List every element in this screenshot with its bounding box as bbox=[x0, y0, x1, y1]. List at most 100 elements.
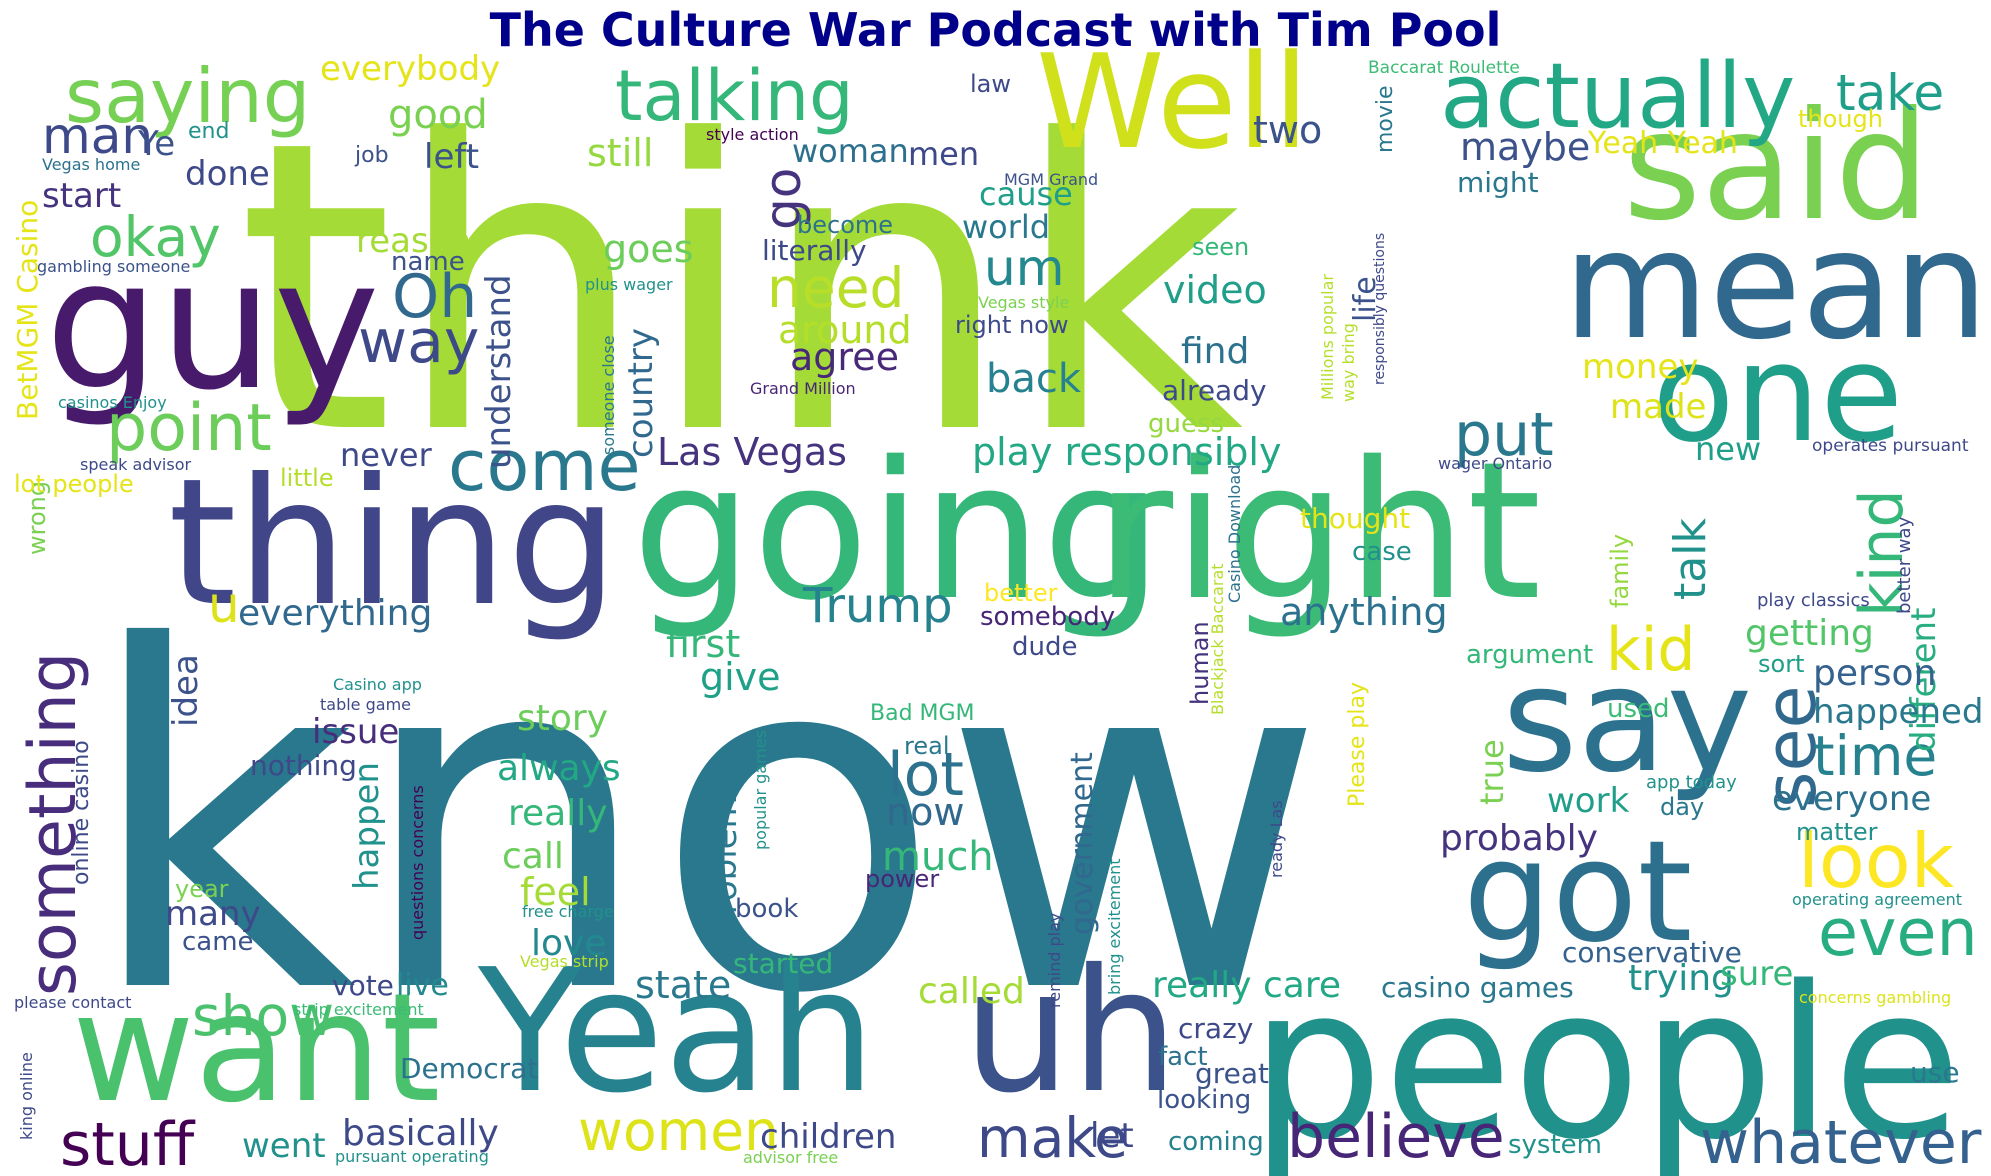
word-government: government bbox=[1065, 752, 1100, 935]
word-know: know bbox=[84, 549, 1326, 1096]
word-betmgm-casino: BetMGM Casino bbox=[11, 200, 44, 420]
word-way-bring: way bring bbox=[1339, 323, 1358, 402]
word-person: person bbox=[1813, 653, 1936, 694]
word-seen: seen bbox=[1192, 233, 1249, 261]
word-new: new bbox=[1695, 430, 1761, 468]
word-year: year bbox=[175, 875, 229, 903]
word-let: let bbox=[1090, 1116, 1134, 1156]
word-start: start bbox=[42, 176, 121, 216]
word-responsibly-questions: responsibly questions bbox=[1372, 233, 1388, 385]
word-u: u bbox=[208, 576, 240, 634]
word-human: human bbox=[1186, 621, 1214, 705]
word-end: end bbox=[188, 119, 229, 144]
word-literally: literally bbox=[762, 234, 867, 267]
word-live: live bbox=[396, 968, 449, 1003]
word-happen: happen bbox=[347, 762, 387, 890]
word-want: want bbox=[72, 962, 440, 1136]
word-yeah: Yeah bbox=[477, 933, 876, 1131]
word-probably: probably bbox=[1440, 818, 1598, 859]
word-vegas-strip: Vegas strip bbox=[520, 952, 609, 971]
word-went: went bbox=[242, 1126, 326, 1166]
word-stuff: stuff bbox=[60, 1110, 196, 1176]
word-mgm-grand: MGM Grand bbox=[1004, 170, 1098, 189]
word-world: world bbox=[962, 208, 1050, 246]
word-called: called bbox=[918, 971, 1025, 1012]
word-right: right bbox=[1095, 421, 1541, 642]
word-nothing: nothing bbox=[250, 749, 357, 782]
word-reason: reason bbox=[356, 221, 471, 261]
word-guy: guy bbox=[45, 221, 380, 430]
word-blackjack-baccarat: Blackjack Baccarat bbox=[1208, 563, 1227, 715]
word-talking: talking bbox=[615, 55, 854, 137]
word-millions-popular: Millions popular bbox=[1318, 274, 1337, 400]
word-much: much bbox=[882, 834, 994, 880]
word-bring-excitement: bring excitement bbox=[1105, 858, 1124, 995]
word-see: see bbox=[1750, 685, 1832, 808]
word-everyone: everyone bbox=[1772, 779, 1931, 819]
word-whatever: whatever bbox=[1700, 1108, 1982, 1176]
word-concerns-gambling: concerns gambling bbox=[1799, 988, 1951, 1007]
word-play-classics: play classics bbox=[1757, 590, 1870, 611]
word-children: children bbox=[760, 1117, 896, 1157]
word-always: always bbox=[497, 748, 621, 789]
word-believe: believe bbox=[1287, 1102, 1505, 1172]
word-um: um bbox=[984, 239, 1064, 297]
word-thing: thing bbox=[168, 442, 618, 645]
word-left: left bbox=[424, 137, 479, 177]
word-goes: goes bbox=[603, 227, 694, 271]
word-give: give bbox=[700, 655, 781, 699]
word-maybe: maybe bbox=[1460, 125, 1590, 169]
word-baccarat-roulette: Baccarat Roulette bbox=[1368, 58, 1520, 78]
word-trump: Trump bbox=[802, 578, 953, 634]
word-advisor-free: advisor free bbox=[743, 1148, 838, 1167]
word-free-charge: free charge bbox=[522, 902, 614, 921]
word-family: family bbox=[1606, 534, 1634, 608]
word-name: name bbox=[391, 247, 465, 277]
word-thought: thought bbox=[1300, 502, 1410, 535]
word-life: life bbox=[1348, 276, 1383, 322]
word-work: work bbox=[1547, 781, 1630, 821]
word-book: book bbox=[735, 894, 798, 924]
word-never: never bbox=[340, 436, 433, 474]
word-conservative: conservative bbox=[1562, 936, 1742, 969]
word-started: started bbox=[733, 947, 833, 980]
word-people: people bbox=[1250, 941, 1962, 1176]
word-good: good bbox=[388, 92, 488, 138]
word-use: use bbox=[1910, 1056, 1960, 1089]
word-grand-million: Grand Million bbox=[750, 379, 856, 398]
word-well: Well bbox=[1036, 26, 1309, 178]
word-kid: kid bbox=[1606, 615, 1696, 685]
word-two: two bbox=[1253, 108, 1322, 152]
word-vote: vote bbox=[332, 969, 394, 1002]
word-happened: happened bbox=[1813, 692, 1984, 732]
word-said: said bbox=[1623, 80, 1930, 254]
word-strip-excitement: strip excitement bbox=[293, 1000, 424, 1019]
word-everybody: everybody bbox=[320, 49, 500, 89]
word-become: become bbox=[797, 211, 893, 239]
word-argument: argument bbox=[1466, 640, 1593, 670]
word-around: around bbox=[778, 308, 912, 352]
word-day: day bbox=[1660, 793, 1704, 821]
word-sort: sort bbox=[1758, 650, 1804, 678]
page-title: The Culture War Podcast with Tim Pool bbox=[489, 3, 1502, 57]
word-call: call bbox=[502, 836, 564, 877]
word-sure: sure bbox=[1720, 954, 1793, 994]
word-going: going bbox=[632, 421, 1163, 642]
word-better-way: better way bbox=[1894, 516, 1915, 614]
word-actually: actually bbox=[1440, 44, 1795, 149]
word-might: might bbox=[1457, 166, 1539, 199]
word-anything: anything bbox=[1280, 590, 1448, 634]
word-operates-pursuant: operates pursuant bbox=[1812, 436, 1969, 456]
word-lot: lot bbox=[887, 740, 964, 810]
word-country: country bbox=[621, 328, 661, 458]
word-men: men bbox=[908, 135, 979, 173]
word-look: look bbox=[1798, 817, 1955, 905]
word-casino-download: Casino Download bbox=[1225, 465, 1244, 603]
word-system: system bbox=[1508, 1130, 1602, 1160]
word-everything: everything bbox=[238, 593, 432, 634]
word-talk: talk bbox=[1665, 518, 1716, 600]
word-go: go bbox=[754, 168, 812, 230]
word-vegas-home: Vegas home bbox=[42, 155, 140, 174]
word-job: job bbox=[354, 143, 389, 168]
word-say: say bbox=[1502, 636, 1752, 805]
